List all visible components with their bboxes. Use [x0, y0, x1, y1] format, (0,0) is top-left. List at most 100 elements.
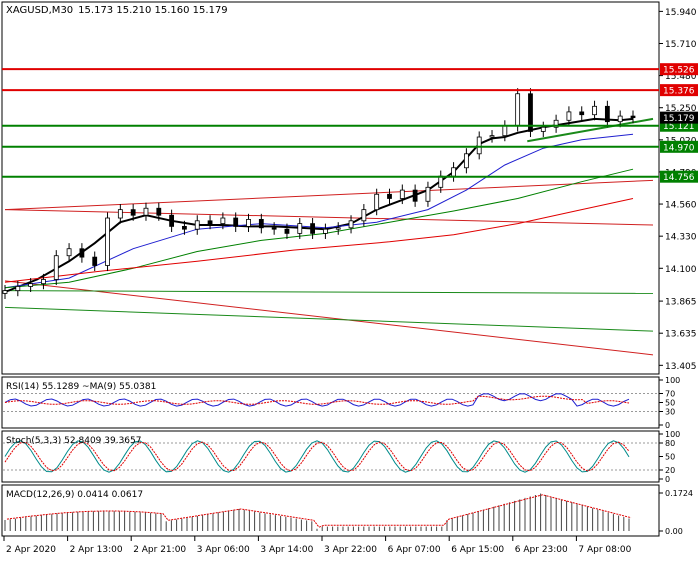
candle-body	[374, 193, 380, 211]
price-tick-label: 14.330	[665, 233, 697, 243]
stoch-tick-label: 20	[665, 466, 675, 475]
candle	[476, 131, 482, 160]
price-tick-label: 15.480	[665, 72, 697, 82]
candle-body	[105, 217, 110, 266]
candle	[323, 223, 328, 239]
candle	[41, 273, 46, 290]
candle	[182, 220, 187, 235]
candle	[220, 212, 226, 230]
candle	[387, 188, 392, 205]
candle	[92, 251, 98, 272]
candle	[207, 215, 213, 230]
time-tick-label: 7 Apr 08:00	[578, 545, 631, 555]
rsi-tick-label: 30	[665, 408, 675, 417]
rsi-tick-label: 0	[665, 421, 670, 430]
candle-body	[438, 175, 444, 188]
candle-body	[335, 227, 341, 230]
price-tick-label: 14.560	[665, 201, 697, 211]
candle-body	[53, 255, 59, 280]
candle	[425, 181, 431, 207]
candle	[246, 213, 251, 232]
price-tick-label: 13.635	[665, 330, 697, 340]
candle	[463, 148, 469, 174]
macd-tick-label: 0.1724	[665, 489, 693, 498]
candle-body	[258, 219, 264, 229]
candle	[2, 285, 8, 299]
candle-body	[15, 286, 21, 292]
candle	[156, 202, 162, 221]
time-tick-label: 6 Apr 23:00	[515, 545, 568, 555]
macd-label: MACD(12,26,9) 0.0414 0.0617	[6, 490, 143, 500]
stoch-main-line	[4, 440, 630, 473]
rsi-tick-label: 100	[665, 376, 680, 385]
candle-body	[284, 228, 290, 234]
price-tick-label: 14.100	[665, 265, 697, 275]
candle-body	[553, 119, 559, 128]
candle-body	[169, 214, 175, 227]
ma-longest-line	[4, 198, 634, 283]
candle-body	[604, 105, 610, 123]
stoch-label: Stoch(5,3,3) 52.8409 39.3657	[6, 436, 141, 446]
price-tick-label: 15.250	[665, 104, 697, 114]
candle-body	[297, 223, 303, 234]
trend-line	[4, 179, 654, 211]
candle-body	[182, 225, 187, 230]
candle-body	[130, 209, 136, 216]
candle	[233, 212, 239, 232]
candle	[399, 184, 405, 205]
candle-body	[489, 135, 495, 138]
candle	[335, 222, 341, 235]
time-tick-label: 6 Apr 07:00	[388, 545, 441, 555]
candle-body	[323, 228, 328, 234]
candle-body	[361, 209, 367, 222]
time-tick-label: 3 Apr 22:00	[324, 545, 377, 555]
candle-body	[399, 189, 405, 199]
ma-slow-line	[4, 133, 634, 289]
stoch-tick-label: 0	[665, 475, 670, 484]
candle-body	[540, 126, 546, 132]
candle	[630, 110, 636, 124]
level-label: 15.526	[663, 66, 695, 76]
candle-body	[92, 256, 98, 266]
candle-body	[41, 279, 46, 285]
candle	[28, 278, 34, 293]
candle-body	[143, 207, 149, 216]
candle	[348, 215, 354, 234]
rsi-line	[4, 393, 630, 407]
candle	[130, 204, 136, 221]
candle	[105, 212, 110, 272]
candle	[53, 250, 59, 286]
candle	[451, 162, 456, 182]
level-label-box	[660, 170, 698, 183]
candle-body	[412, 189, 418, 202]
candle-body	[566, 111, 572, 121]
level-label: 14.970	[663, 143, 695, 153]
time-tick-label: 2 Apr 21:00	[133, 545, 186, 555]
candle-body	[348, 220, 354, 229]
time-tick-label: 2 Apr 13:00	[70, 545, 123, 555]
trend-line	[4, 306, 654, 332]
candle	[412, 184, 418, 207]
candle	[540, 121, 546, 138]
candle-body	[233, 217, 239, 227]
macd-signal-line	[6, 494, 632, 528]
main-panel-frame	[1, 1, 660, 375]
candle	[528, 88, 533, 138]
candle-body	[502, 125, 508, 137]
level-label: 15.121	[663, 122, 695, 132]
candle	[604, 100, 610, 128]
level-label-box	[660, 140, 698, 153]
time-tick-label: 6 Apr 15:00	[451, 545, 504, 555]
candle	[579, 106, 585, 121]
time-tick-label: 2 Apr 2020	[6, 545, 56, 555]
rsi-label: RSI(14) 55.1289 ~MA(9) 55.0381	[6, 382, 156, 392]
candle	[553, 114, 559, 133]
symbol-info: XAGUSD,M30 15.173 15.210 15.160 15.179	[6, 5, 228, 16]
candle	[66, 243, 72, 262]
candle	[79, 243, 85, 263]
time-tick-label: 3 Apr 06:00	[197, 545, 250, 555]
candle-body	[579, 111, 585, 116]
candle	[15, 280, 21, 297]
candle-body	[463, 153, 469, 169]
